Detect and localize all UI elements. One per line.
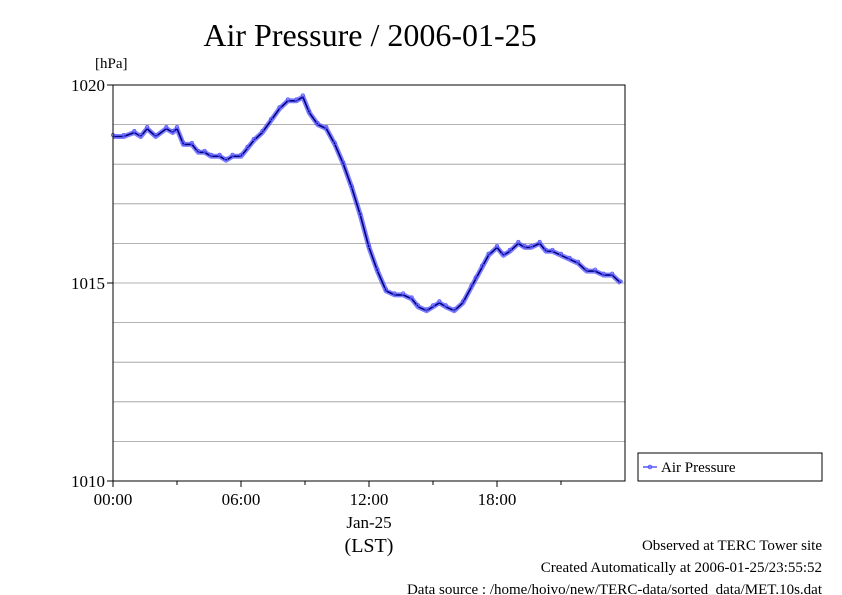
legend-box — [637, 452, 823, 482]
data-point — [501, 251, 506, 256]
data-point — [260, 129, 265, 134]
y-tick-label: 1015 — [71, 274, 105, 293]
data-point — [375, 267, 380, 272]
footer-observed: Observed at TERC Tower site — [642, 538, 822, 554]
series-layer — [111, 93, 623, 314]
data-point — [537, 239, 542, 244]
data-point — [132, 129, 137, 134]
x-tick-label: 00:00 — [94, 490, 133, 509]
data-point — [145, 125, 150, 130]
data-point — [593, 267, 598, 272]
data-point — [366, 243, 371, 248]
data-point — [358, 212, 363, 217]
data-point — [202, 148, 207, 153]
data-point — [618, 279, 623, 284]
data-point — [384, 287, 389, 292]
data-point — [430, 303, 435, 308]
data-point — [153, 132, 158, 137]
data-point — [285, 97, 290, 102]
data-point — [494, 243, 499, 248]
data-point — [610, 271, 615, 276]
data-point — [416, 303, 421, 308]
data-point — [164, 125, 169, 130]
data-point — [189, 140, 194, 145]
footer-source: Data source : /home/hoivo/new/TERC-data/… — [407, 582, 823, 595]
data-point — [268, 117, 273, 122]
data-point — [217, 152, 222, 157]
data-point — [238, 152, 243, 157]
data-point — [460, 299, 465, 304]
data-point — [559, 251, 564, 256]
data-point — [341, 160, 346, 165]
legend-label: Air Pressure — [661, 460, 736, 476]
data-point — [576, 259, 581, 264]
data-point — [277, 105, 282, 110]
data-point — [251, 136, 256, 141]
date-label: Jan-25 — [346, 513, 391, 532]
y-tick-label: 1010 — [71, 472, 105, 491]
data-point — [507, 247, 512, 252]
data-point — [424, 307, 429, 312]
data-point — [522, 243, 527, 248]
data-point — [437, 299, 442, 304]
data-point — [401, 291, 406, 296]
data-point — [307, 109, 312, 114]
data-point — [209, 152, 214, 157]
data-point — [584, 267, 589, 272]
data-point — [516, 239, 521, 244]
data-point — [529, 243, 534, 248]
data-point — [294, 97, 299, 102]
data-point — [224, 156, 229, 161]
data-point — [121, 132, 126, 137]
data-point — [443, 303, 448, 308]
x-tick-label: 06:00 — [222, 490, 261, 509]
data-point — [315, 121, 320, 126]
data-point — [480, 263, 485, 268]
data-point — [170, 129, 175, 134]
data-point — [181, 140, 186, 145]
data-point — [230, 152, 235, 157]
data-point — [300, 93, 305, 98]
legend: Air Pressure — [637, 452, 823, 482]
data-point — [544, 247, 549, 252]
data-point — [392, 291, 397, 296]
legend-marker-icon — [647, 464, 653, 470]
data-point — [409, 295, 414, 300]
grid-lines — [113, 124, 625, 442]
data-point — [174, 125, 179, 130]
y-tick-label: 1020 — [71, 76, 105, 95]
data-point — [473, 275, 478, 280]
x-axis-label: (LST) — [345, 535, 394, 557]
data-point — [452, 307, 457, 312]
data-point — [138, 132, 143, 137]
data-point — [550, 247, 555, 252]
data-point — [196, 148, 201, 153]
data-point — [349, 184, 354, 189]
footer-created: Created Automatically at 2006-01-25/23:5… — [541, 560, 822, 576]
y-axis-label: [hPa] — [95, 56, 128, 72]
data-point — [332, 140, 337, 145]
data-point — [245, 144, 250, 149]
x-tick-label: 18:00 — [478, 490, 517, 509]
data-point — [567, 255, 572, 260]
x-tick-label: 12:00 — [350, 490, 389, 509]
data-point — [486, 251, 491, 256]
data-point — [601, 271, 606, 276]
data-point — [324, 125, 329, 130]
data-point — [469, 283, 474, 288]
chart-title: Air Pressure / 2006-01-25 — [203, 17, 536, 53]
